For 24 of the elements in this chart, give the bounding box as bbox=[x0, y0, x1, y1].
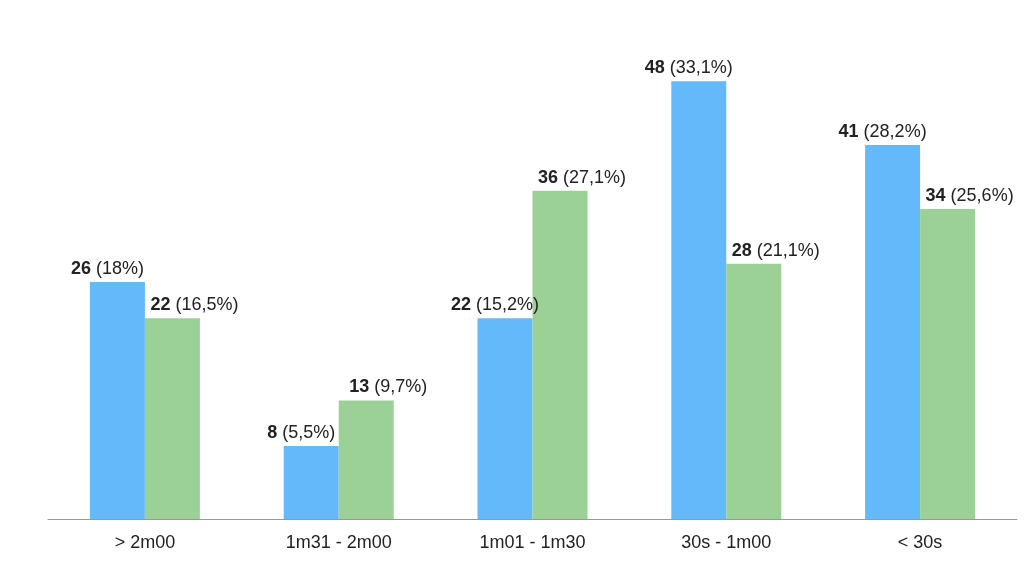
bar bbox=[89, 281, 145, 519]
bar bbox=[338, 400, 394, 519]
data-label: 26 (18%) bbox=[70, 257, 144, 278]
data-label: 22 (16,5%) bbox=[150, 294, 239, 315]
data-label: 41 (28,2%) bbox=[838, 121, 927, 142]
x-tick-label: 30s - 1m00 bbox=[681, 532, 772, 552]
bar bbox=[920, 208, 976, 519]
bar bbox=[477, 318, 533, 519]
data-label: 28 (21,1%) bbox=[731, 239, 820, 260]
data-label: 48 (33,1%) bbox=[644, 57, 733, 78]
data-label: 36 (27,1%) bbox=[537, 166, 627, 187]
bar bbox=[671, 81, 727, 519]
data-label: 22 (15,2%) bbox=[450, 294, 540, 315]
data-label: 13 (9,7%) bbox=[349, 376, 428, 397]
bar bbox=[144, 318, 200, 519]
x-tick-label: > 2m00 bbox=[114, 532, 176, 552]
bar bbox=[283, 446, 339, 519]
x-tick-label: < 30s bbox=[897, 532, 943, 552]
x-tick-label: 1m01 - 1m30 bbox=[479, 532, 586, 552]
bar bbox=[865, 145, 921, 519]
bar bbox=[726, 263, 782, 519]
data-label: 34 (25,6%) bbox=[925, 184, 1014, 205]
data-label: 8 (5,5%) bbox=[267, 422, 336, 443]
x-tick-label: 1m31 - 2m00 bbox=[285, 532, 392, 552]
